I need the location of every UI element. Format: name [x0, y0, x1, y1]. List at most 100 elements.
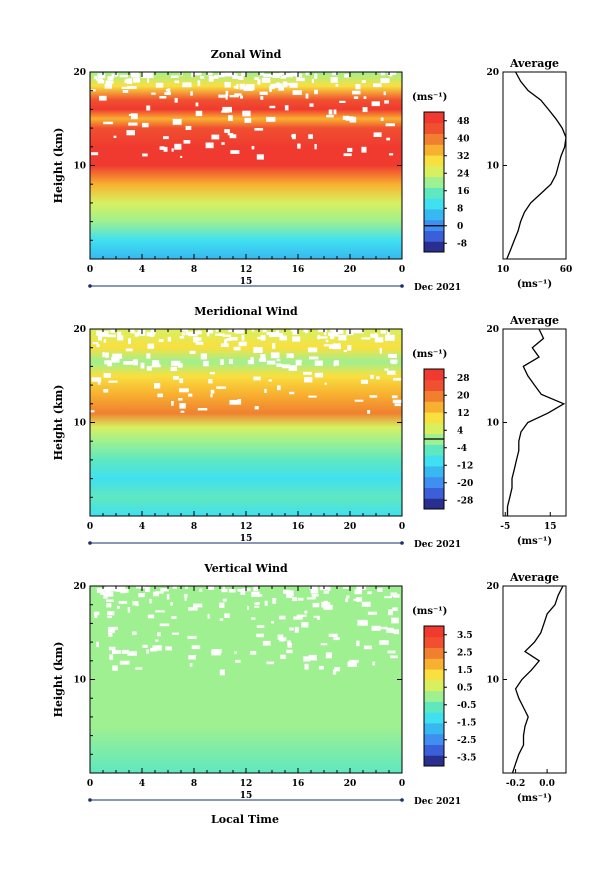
colorbar-swatch [424, 455, 444, 467]
colorbar-swatch [424, 144, 444, 156]
date-label: Dec 2021 [414, 797, 461, 807]
colorbar-tick-label: 28 [457, 374, 470, 384]
profile-xlabel: (ms⁻¹) [517, 793, 552, 804]
profile-xlabel: (ms⁻¹) [517, 279, 552, 290]
colorbar-swatch [424, 241, 444, 253]
colorbar-swatch [424, 390, 444, 402]
colorbar-swatch [424, 701, 444, 713]
colorbar-swatch [424, 679, 444, 692]
x-tick-label: 8 [191, 522, 197, 532]
profile-line [506, 71, 567, 260]
x-tick-label: 0 [399, 522, 405, 532]
colorbar-unit: (ms⁻¹) [412, 92, 447, 103]
colorbar-tick-label: 0.5 [457, 683, 473, 693]
colorbar-swatch [424, 198, 444, 210]
data-gaps [90, 329, 403, 414]
x-tick-label: 12 [240, 265, 253, 275]
colorbar-swatch [424, 122, 444, 135]
colorbar-swatch [424, 498, 444, 510]
colorbar-tick-label: -12 [457, 461, 473, 471]
y-axis-label: Height (km) [52, 128, 65, 204]
colorbar-swatch [424, 176, 444, 188]
profile-title: Average [509, 57, 559, 70]
colorbar-unit: (ms⁻¹) [412, 606, 447, 617]
colorbar-frame [423, 111, 445, 253]
day-bar-end [400, 541, 404, 545]
x-tick-label: 12 [240, 779, 253, 789]
colorbar-tick-label: 1.5 [457, 666, 473, 676]
colorbar-swatch [424, 476, 444, 488]
day-bar-end [400, 284, 404, 288]
profile-y-tick-label: 10 [486, 162, 499, 172]
profile-xlabel: (ms⁻¹) [517, 536, 552, 547]
colorbar-swatch [424, 712, 444, 724]
panel-2: Vertical Wind 10 20 Height (km) 0 4 8 12 16 20 0 15… [52, 562, 567, 807]
profile-x-tick-label: 10 [497, 265, 510, 275]
colorbar-tick-label: 4 [457, 426, 463, 436]
colorbar-tick-label: -4 [457, 444, 467, 454]
colorbar-tick-label: 3.5 [457, 631, 473, 641]
colorbar-swatch [424, 422, 444, 435]
panel-1: Meridional Wind 10 20 Height (km) 0 4 8 12 16 20 0… [52, 305, 567, 550]
date-label: Dec 2021 [414, 540, 461, 550]
colorbar-swatch [424, 208, 444, 221]
colorbar-swatch [424, 165, 444, 178]
colorbar-tick-label: -0.5 [457, 701, 476, 711]
x-tick-label: 0 [87, 265, 93, 275]
colorbar-tick-label: 40 [457, 134, 470, 144]
profile-y-tick-label: 20 [486, 582, 499, 592]
x-tick-label: 20 [344, 522, 357, 532]
colorbar-frame [423, 625, 445, 767]
colorbar-swatch [424, 465, 444, 478]
x-tick-label: 0 [399, 265, 405, 275]
colorbar-swatch [424, 444, 444, 456]
colorbar-swatch [424, 187, 444, 199]
colorbar-tick-label: -20 [457, 479, 473, 489]
heatmap-field [90, 586, 402, 773]
profile-frame [502, 585, 567, 774]
y-tick-label: 10 [73, 676, 86, 686]
x-tick-label: 20 [344, 779, 357, 789]
x-tick-label: 12 [240, 522, 253, 532]
x-tick-label: 16 [292, 779, 305, 789]
profile-frame [502, 71, 567, 260]
colorbar-tick-label: 20 [457, 391, 470, 401]
colorbar-swatch [424, 487, 444, 499]
panel-title: Zonal Wind [211, 48, 282, 61]
colorbar-tick-label: 24 [457, 169, 470, 179]
heatmap-field [90, 329, 402, 516]
colorbar-tick-label: 48 [457, 117, 470, 127]
day-label: 15 [240, 791, 253, 801]
profile-line [506, 328, 566, 516]
colorbar-tick-label: 8 [457, 204, 463, 214]
x-tick-label: 20 [344, 265, 357, 275]
profile-x-tick-label: 15 [544, 522, 557, 532]
profile-y-tick-label: 20 [486, 68, 499, 78]
profile-y-tick-label: 10 [486, 676, 499, 686]
profile-title: Average [509, 314, 559, 327]
data-gaps [93, 586, 400, 676]
y-tick-label: 20 [73, 68, 86, 78]
colorbar-swatch [424, 230, 444, 242]
x-tick-label: 0 [87, 522, 93, 532]
x-tick-label: 8 [191, 265, 197, 275]
colorbar-tick-label: 0 [457, 222, 463, 232]
colorbar-swatch [424, 647, 444, 659]
y-axis-label: Height (km) [52, 385, 65, 461]
y-tick-label: 20 [73, 325, 86, 335]
data-gaps [90, 72, 397, 160]
profile-x-tick-label: 0.0 [539, 779, 555, 789]
day-bar-start [88, 541, 92, 545]
figure-xlabel: Local Time [211, 813, 279, 826]
profile-x-tick-label: -5 [500, 522, 510, 532]
colorbar-tick-label: -8 [457, 239, 467, 249]
heatmap-field [90, 72, 402, 259]
colorbar-swatch [424, 722, 444, 735]
colorbar-tick-label: 32 [457, 152, 470, 162]
colorbar-tick-label: -28 [457, 496, 473, 506]
colorbar-swatch [424, 369, 444, 381]
x-tick-label: 4 [139, 522, 145, 532]
day-bar-end [400, 798, 404, 802]
